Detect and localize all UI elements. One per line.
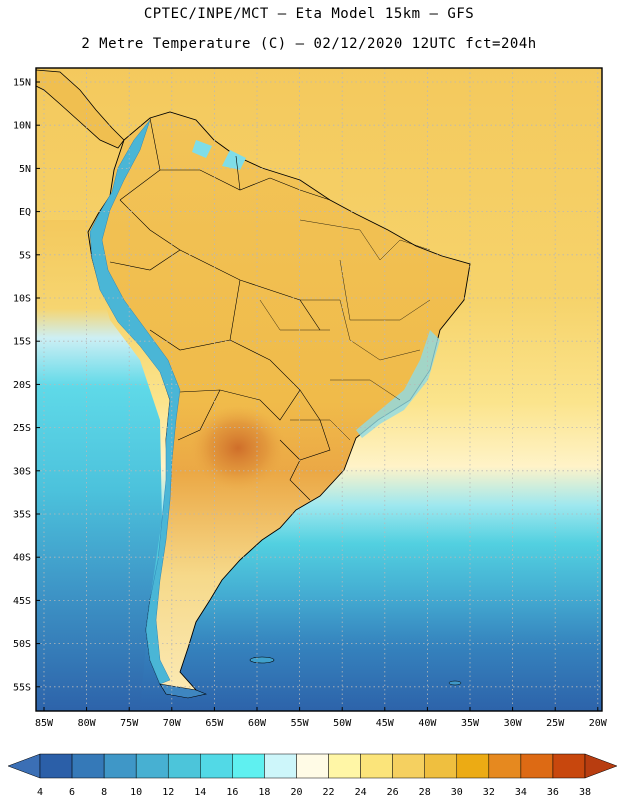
colorbar-cell <box>167 753 201 779</box>
colorbar-cell <box>39 753 73 779</box>
pacific-field <box>36 220 162 711</box>
colorbar-ticks: 4 6 8 10 12 14 16 18 20 22 24 26 28 30 32 34 36 38 <box>37 787 591 798</box>
temperature-map: 15N 10N 5N EQ 5S 10S 15S 20S 25S 30S 35S 40S 45S 50S 5… <box>13 67 608 729</box>
colorbar-cells <box>39 753 586 779</box>
colorbar-tick-label: 34 <box>515 787 527 798</box>
colorbar-tick-label: 26 <box>387 787 399 798</box>
lat-label: 50S <box>13 639 31 650</box>
colorbar-tick-label: 10 <box>130 787 142 798</box>
colorbar-tick-label: 20 <box>290 787 302 798</box>
falkland-islands <box>249 656 275 664</box>
colorbar-cell <box>264 753 297 779</box>
lon-label: 75W <box>120 718 139 729</box>
lat-label: 45S <box>13 596 31 607</box>
colorbar-cell <box>71 753 105 779</box>
lon-label: 55W <box>291 718 310 729</box>
lat-label: 20S <box>13 380 31 391</box>
map-frame <box>35 67 603 712</box>
lon-label: 25W <box>546 718 565 729</box>
lat-label: 25S <box>13 423 31 434</box>
colorbar-tick-label: 30 <box>451 787 463 798</box>
colorbar-cell <box>360 753 393 779</box>
lon-label: 30W <box>504 718 523 729</box>
lat-label: 5N <box>19 164 31 175</box>
colorbar-cell <box>296 753 329 779</box>
country-borders <box>109 117 331 501</box>
colorbar-cell <box>200 753 233 779</box>
state-borders <box>259 219 431 441</box>
graticule <box>36 68 602 711</box>
lon-label: 45W <box>376 718 395 729</box>
lat-label: 10S <box>13 294 31 305</box>
colorbar-tick-label: 14 <box>194 787 206 798</box>
lon-label: 20W <box>589 718 608 729</box>
colorbar-cell <box>520 753 554 779</box>
colorbar-cell <box>103 753 137 779</box>
colorbar-tick-label: 6 <box>69 787 75 798</box>
colorbar-cell <box>135 753 169 779</box>
colorbar-tick-label: 38 <box>579 787 591 798</box>
colorbar-tick-label: 12 <box>162 787 174 798</box>
colorbar-tick-label: 32 <box>483 787 495 798</box>
south-georgia <box>448 680 462 686</box>
lon-label: 50W <box>333 718 352 729</box>
colorbar-cell <box>232 753 265 779</box>
guiana-highlands <box>192 140 246 170</box>
colorbar-tick-label: 8 <box>101 787 107 798</box>
colorbar-tick-label: 16 <box>226 787 238 798</box>
lon-label: 70W <box>163 718 182 729</box>
colorbar-tick-label: 24 <box>355 787 367 798</box>
lat-label: 15S <box>13 337 31 348</box>
lon-label: 60W <box>248 718 267 729</box>
lat-label: 35S <box>13 510 31 521</box>
colorbar-cell <box>328 753 361 779</box>
lat-label: 40S <box>13 553 31 564</box>
lon-label: 85W <box>35 718 54 729</box>
longitude-labels: 85W 80W 75W 70W 65W 60W 55W 50W 45W 40W 35W 30W 25W 2… <box>35 707 608 729</box>
colorbar-low-arrow <box>7 753 41 779</box>
lon-label: 40W <box>418 718 437 729</box>
colorbar-tick-label: 18 <box>258 787 270 798</box>
colorbar: 4 6 8 10 12 14 16 18 20 22 24 26 28 30 32 34 36 38 <box>7 753 618 798</box>
lon-label: 35W <box>461 718 480 729</box>
colorbar-tick-label: 22 <box>323 787 335 798</box>
colorbar-cell <box>488 753 522 779</box>
colorbar-cell <box>392 753 425 779</box>
colorbar-high-arrow <box>584 753 618 779</box>
lat-label: 10N <box>13 121 31 132</box>
colorbar-tick-label: 36 <box>547 787 559 798</box>
lat-label: 5S <box>19 250 31 261</box>
lat-label: 55S <box>13 682 31 693</box>
chart-subtitle: 2 Metre Temperature (C) – 02/12/2020 12U… <box>81 36 537 52</box>
lat-label: 15N <box>13 78 31 89</box>
lat-label: 30S <box>13 466 31 477</box>
colorbar-cell <box>552 753 586 779</box>
lat-label: EQ <box>19 207 31 218</box>
chart-title: CPTEC/INPE/MCT – Eta Model 15km – GFS <box>143 6 475 22</box>
colorbar-tick-label: 28 <box>419 787 431 798</box>
lon-label: 65W <box>205 718 224 729</box>
colorbar-tick-label: 4 <box>37 787 43 798</box>
latitude-labels: 15N 10N 5N EQ 5S 10S 15S 20S 25S 30S 35S 40S 45S 50S 5… <box>13 78 40 693</box>
lon-label: 80W <box>78 718 97 729</box>
colorbar-cell <box>424 753 458 779</box>
central-america <box>36 69 125 149</box>
colorbar-cell <box>456 753 490 779</box>
andes-cold-band <box>89 119 181 685</box>
hot-region <box>190 406 286 490</box>
